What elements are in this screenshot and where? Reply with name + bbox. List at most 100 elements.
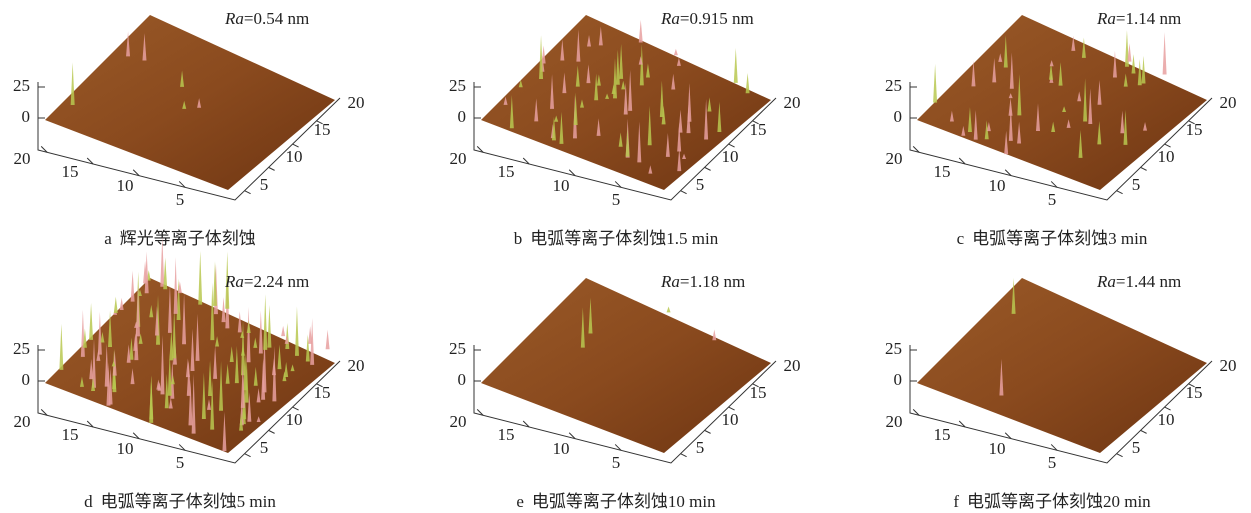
y-tick-label: 20 [1220,93,1237,112]
caption: b 电弧等离子体刻蚀1.5 min [514,229,719,248]
roughness-label: Ra=1.14 nm [1096,9,1181,28]
caption-label: b [514,229,523,248]
spike [163,258,167,290]
x-tick-label: 20 [450,412,467,431]
y-tick-label: 20 [1220,356,1237,375]
y-tick-label: 15 [750,383,767,402]
x-tick-label: 20 [14,149,31,168]
y-tick-label: 5 [1132,438,1141,457]
y-tick-label: 10 [1158,147,1175,166]
x-tick-label: 5 [1048,190,1057,209]
z-tick-label: 25 [13,339,30,358]
x-tick-label: 20 [886,149,903,168]
spike [131,271,135,302]
spike [281,326,285,336]
caption-text: 电弧等离子体刻蚀10 min [532,492,716,511]
caption-label: d [84,492,93,511]
roughness-label: Ra=2.24 nm [224,272,309,291]
x-tick-label: 15 [498,425,515,444]
spike [89,303,93,340]
panel: 25020151055101520Ra=2.24 nmd电弧等离子体刻蚀5 mi… [13,236,365,511]
spike [746,73,750,93]
spike [198,251,202,305]
x-tick-label: 10 [117,176,134,195]
spike [326,330,330,350]
x-tick-label: 20 [14,412,31,431]
caption: d 电弧等离子体刻蚀5 min [84,492,276,511]
caption-text: 辉光等离子体刻蚀 [120,229,256,248]
axis-tick [1141,430,1147,433]
axis-tick [1117,191,1123,194]
spike [1163,32,1167,74]
x-tick-label: 15 [62,162,79,181]
z-tick-label: 0 [458,370,467,389]
axis-tick [705,167,711,170]
caption: e 电弧等离子体刻蚀10 min [516,492,716,511]
y-tick-label: 20 [784,356,801,375]
spike [1142,56,1146,84]
caption: a 辉光等离子体刻蚀 [104,229,256,248]
y-tick-label: 15 [1186,120,1203,139]
caption-label: f [953,492,959,511]
y-tick-label: 5 [260,438,269,457]
spike [114,297,118,313]
caption-label: e [516,492,524,511]
axis-tick [269,167,275,170]
spike [59,324,63,370]
x-tick-label: 10 [989,439,1006,458]
y-tick-label: 5 [696,175,705,194]
z-tick-label: 0 [458,107,467,126]
roughness-value: =0.915 nm [680,9,754,28]
roughness-symbol: Ra [1096,272,1116,291]
roughness-value: =1.14 nm [1116,9,1181,28]
roughness-value: =1.18 nm [680,272,745,291]
panel: 25020151055101520Ra=1.14 nmc电弧等离子体刻蚀3 mi… [885,9,1237,248]
roughness-label: Ra=0.54 nm [224,9,309,28]
x-tick-label: 15 [934,162,951,181]
z-tick-label: 0 [22,107,31,126]
y-tick-label: 20 [784,93,801,112]
z-tick-label: 0 [894,107,903,126]
caption-text: 电弧等离子体刻蚀5 min [101,492,277,511]
spike [639,20,643,43]
z-tick-label: 0 [894,370,903,389]
panel: 25020151055101520Ra=1.18 nme电弧等离子体刻蚀10 m… [449,272,801,511]
caption-text: 电弧等离子体刻蚀1.5 min [530,229,718,248]
y-tick-label: 5 [696,438,705,457]
roughness-symbol: Ra [660,9,680,28]
spike [285,323,289,349]
axis-tick [245,191,251,194]
roughness-label: Ra=1.44 nm [1096,272,1181,291]
y-tick-label: 15 [314,120,331,139]
x-tick-label: 10 [553,439,570,458]
x-tick-label: 5 [1048,453,1057,472]
z-tick-label: 0 [22,370,31,389]
spike [674,49,678,55]
z-tick-label: 25 [885,76,902,95]
axis-tick [1117,454,1123,457]
caption-label: a [104,229,112,248]
spike [120,298,124,310]
spike [222,297,226,322]
caption: f电弧等离子体刻蚀20 min [953,492,1151,511]
x-tick-label: 5 [176,453,185,472]
axis-tick [681,191,687,194]
roughness-symbol: Ra [660,272,680,291]
z-tick-label: 25 [885,339,902,358]
spike [267,305,271,348]
caption-label: c [957,229,965,248]
x-tick-label: 5 [612,190,621,209]
spike [734,48,738,83]
spike [667,307,671,313]
y-tick-label: 15 [314,383,331,402]
z-tick-label: 25 [449,76,466,95]
y-tick-label: 20 [348,356,365,375]
x-tick-label: 15 [62,425,79,444]
y-tick-label: 10 [722,410,739,429]
roughness-label: Ra=0.915 nm [660,9,754,28]
x-tick-label: 20 [450,149,467,168]
spike [174,257,178,314]
z-tick-label: 25 [13,76,30,95]
axis-tick [269,430,275,433]
